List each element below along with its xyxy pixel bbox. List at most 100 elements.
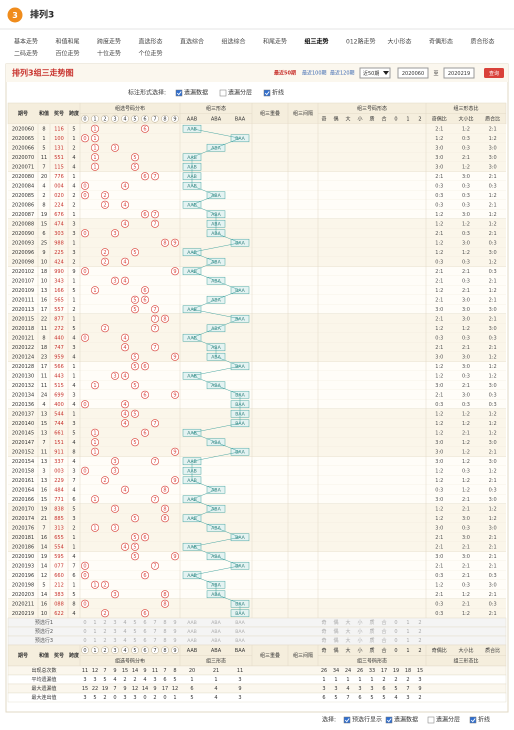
preselect-digit[interactable]: 0 bbox=[83, 638, 86, 644]
preselect-shape[interactable]: 大 bbox=[345, 619, 350, 626]
checkbox-label[interactable]: 遗漏数据 bbox=[184, 89, 208, 97]
preselect-form[interactable]: BAA bbox=[235, 620, 245, 626]
preselect-shape[interactable]: 偶 bbox=[333, 619, 338, 626]
preselect-digit[interactable]: 6 bbox=[143, 638, 146, 644]
preselect-shape[interactable]: 0 bbox=[394, 620, 397, 626]
preselect-digit[interactable]: 9 bbox=[173, 638, 176, 644]
query-button[interactable] bbox=[484, 68, 504, 78]
preselect-form[interactable]: ABA bbox=[211, 629, 221, 635]
preselect-shape[interactable]: 2 bbox=[418, 638, 421, 644]
preselect-digit[interactable]: 5 bbox=[133, 629, 136, 635]
checkbox[interactable] bbox=[219, 89, 227, 97]
preselect-shape[interactable]: 1 bbox=[406, 638, 409, 644]
from-input[interactable] bbox=[397, 67, 429, 79]
preselect-shape[interactable]: 合 bbox=[381, 637, 386, 644]
preselect-shape[interactable]: 0 bbox=[394, 629, 397, 635]
preselect-digit[interactable]: 7 bbox=[153, 638, 156, 644]
preselect-form[interactable]: ABA bbox=[211, 620, 221, 626]
preselect-digit[interactable]: 1 bbox=[93, 629, 96, 635]
checkbox[interactable] bbox=[385, 716, 393, 724]
preselect-shape[interactable]: 质 bbox=[369, 628, 374, 635]
nav-link[interactable]: 跨度走势 bbox=[97, 38, 121, 46]
preselect-shape[interactable]: 奇 bbox=[321, 628, 326, 635]
preselect-shape[interactable]: 偶 bbox=[333, 637, 338, 644]
preselect-shape[interactable]: 1 bbox=[406, 629, 409, 635]
preselect-shape[interactable]: 质 bbox=[369, 619, 374, 626]
preselect-shape[interactable]: 2 bbox=[418, 620, 421, 626]
preselect-digit[interactable]: 5 bbox=[133, 638, 136, 644]
checkbox[interactable] bbox=[263, 89, 271, 97]
checkbox[interactable] bbox=[469, 716, 477, 724]
nav-link[interactable]: 大小形态 bbox=[388, 38, 412, 46]
preselect-shape[interactable]: 小 bbox=[357, 619, 362, 626]
nav-link[interactable]: 直选形态 bbox=[139, 38, 163, 46]
preselect-digit[interactable]: 9 bbox=[173, 629, 176, 635]
preselect-form[interactable]: AAB bbox=[187, 638, 197, 644]
preselect-digit[interactable]: 8 bbox=[163, 629, 166, 635]
preselect-digit[interactable]: 1 bbox=[93, 638, 96, 644]
checkbox-label[interactable]: 遗漏分层 bbox=[436, 716, 460, 724]
preselect-digit[interactable]: 1 bbox=[93, 620, 96, 626]
preselect-digit[interactable]: 2 bbox=[103, 629, 106, 635]
nav-link[interactable]: 个位走势 bbox=[139, 50, 163, 58]
preselect-shape[interactable]: 1 bbox=[406, 620, 409, 626]
preselect-form[interactable]: ABA bbox=[211, 638, 221, 644]
nav-link[interactable]: 二码走势 bbox=[14, 50, 38, 58]
preselect-digit[interactable]: 0 bbox=[83, 620, 86, 626]
preselect-digit[interactable]: 8 bbox=[163, 620, 166, 626]
checkbox-label[interactable]: 折线 bbox=[478, 716, 490, 724]
preselect-digit[interactable]: 2 bbox=[103, 620, 106, 626]
preselect-digit[interactable]: 3 bbox=[113, 620, 116, 626]
preselect-digit[interactable]: 3 bbox=[113, 629, 116, 635]
nav-link[interactable]: 质合形态 bbox=[471, 38, 495, 46]
range-link[interactable]: 最近50期 bbox=[274, 70, 296, 77]
nav-link[interactable]: 奇偶形态 bbox=[429, 38, 453, 46]
checkbox[interactable] bbox=[427, 716, 435, 724]
preselect-shape[interactable]: 合 bbox=[381, 628, 386, 635]
preselect-form[interactable]: BAA bbox=[235, 638, 245, 644]
query-label[interactable]: 查询 bbox=[489, 70, 499, 77]
checkbox-label[interactable]: 预选行显示 bbox=[352, 716, 382, 724]
nav-link[interactable]: 百位走势 bbox=[56, 50, 80, 58]
to-input[interactable] bbox=[443, 67, 475, 79]
select-box[interactable] bbox=[359, 67, 391, 79]
nav-link[interactable]: 组三走势 bbox=[305, 38, 329, 46]
nav-link[interactable]: 十位走势 bbox=[97, 50, 121, 58]
nav-link[interactable]: 012路走势 bbox=[346, 38, 375, 46]
preselect-shape[interactable]: 大 bbox=[345, 637, 350, 644]
preselect-form[interactable]: AAB bbox=[187, 620, 197, 626]
preselect-digit[interactable]: 4 bbox=[123, 620, 126, 626]
nav-link[interactable]: 组选综合 bbox=[222, 38, 246, 46]
preselect-digit[interactable]: 4 bbox=[123, 629, 126, 635]
preselect-digit[interactable]: 6 bbox=[143, 629, 146, 635]
preselect-digit[interactable]: 0 bbox=[83, 629, 86, 635]
preselect-shape[interactable]: 质 bbox=[369, 637, 374, 644]
preselect-shape[interactable]: 小 bbox=[357, 628, 362, 635]
preselect-digit[interactable]: 9 bbox=[173, 620, 176, 626]
preselect-digit[interactable]: 2 bbox=[103, 638, 106, 644]
preselect-digit[interactable]: 4 bbox=[123, 638, 126, 644]
preselect-shape[interactable]: 小 bbox=[357, 637, 362, 644]
preselect-digit[interactable]: 7 bbox=[153, 629, 156, 635]
checkbox[interactable] bbox=[343, 716, 351, 724]
preselect-shape[interactable]: 奇 bbox=[321, 637, 326, 644]
preselect-digit[interactable]: 8 bbox=[163, 638, 166, 644]
preselect-shape[interactable]: 0 bbox=[394, 638, 397, 644]
checkbox[interactable] bbox=[175, 89, 183, 97]
preselect-digit[interactable]: 5 bbox=[133, 620, 136, 626]
nav-link[interactable]: 和值和尾 bbox=[56, 38, 80, 46]
preselect-shape[interactable]: 大 bbox=[345, 628, 350, 635]
nav-link[interactable]: 基本走势 bbox=[14, 38, 38, 46]
preselect-digit[interactable]: 3 bbox=[113, 638, 116, 644]
range-link[interactable]: 最近120期 bbox=[330, 70, 355, 77]
preselect-shape[interactable]: 偶 bbox=[333, 628, 338, 635]
preselect-digit[interactable]: 7 bbox=[153, 620, 156, 626]
checkbox-label[interactable]: 遗漏数据 bbox=[394, 716, 418, 724]
nav-link[interactable]: 直选综合 bbox=[180, 38, 204, 46]
preselect-shape[interactable]: 2 bbox=[418, 629, 421, 635]
preselect-form[interactable]: BAA bbox=[235, 629, 245, 635]
nav-link[interactable]: 和尾走势 bbox=[263, 38, 287, 46]
preselect-shape[interactable]: 奇 bbox=[321, 619, 326, 626]
preselect-shape[interactable]: 合 bbox=[381, 619, 386, 626]
range-link[interactable]: 最近100期 bbox=[302, 70, 327, 77]
